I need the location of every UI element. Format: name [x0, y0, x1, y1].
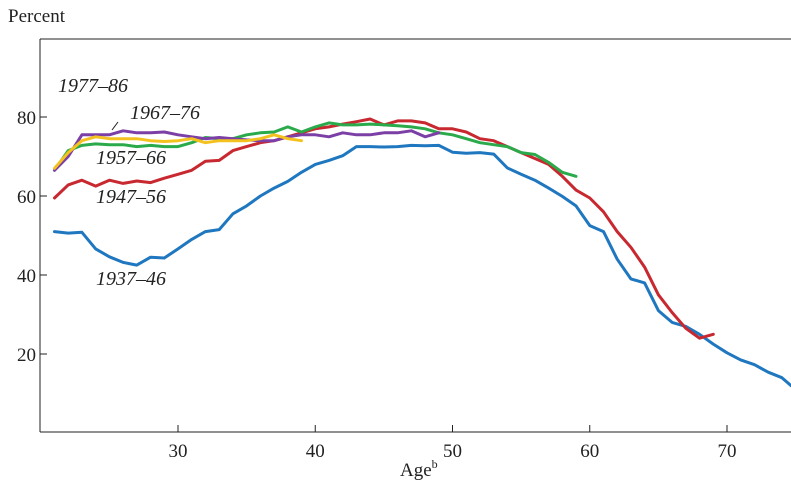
series-label-1947-56: 1947–56 [96, 186, 166, 208]
x-tick-label: 70 [718, 441, 737, 462]
x-axis-label-superscript: b [432, 457, 438, 471]
series-label-1967-76: 1967–76 [130, 102, 200, 124]
series-lines [53, 117, 791, 388]
axis-ticks: 30 40 50 60 70 20 40 60 80 [17, 108, 737, 462]
series-label-1967-76-leader [111, 121, 119, 131]
series-label-1977-86: 1977–86 [58, 75, 128, 97]
x-tick-label: 60 [580, 441, 599, 462]
series-label-1957-66: 1957–66 [96, 147, 166, 169]
series-label-1937-46: 1937–46 [96, 268, 166, 290]
y-tick-label: 80 [17, 108, 36, 129]
series-line-1937-46 [53, 143, 791, 388]
y-axis-label: Percent [8, 6, 66, 27]
x-tick-label: 30 [169, 441, 188, 462]
series-line-1977-86 [53, 133, 303, 170]
y-tick-label: 60 [17, 187, 36, 208]
x-tick-label: 40 [306, 441, 325, 462]
y-tick-label: 40 [17, 266, 36, 287]
series-line-1957-66 [53, 121, 578, 178]
x-tick-label: 50 [443, 441, 462, 462]
x-axis-label-text: Age [400, 460, 432, 481]
x-axis-label: Ageb [400, 457, 438, 481]
y-tick-label: 20 [17, 345, 36, 366]
